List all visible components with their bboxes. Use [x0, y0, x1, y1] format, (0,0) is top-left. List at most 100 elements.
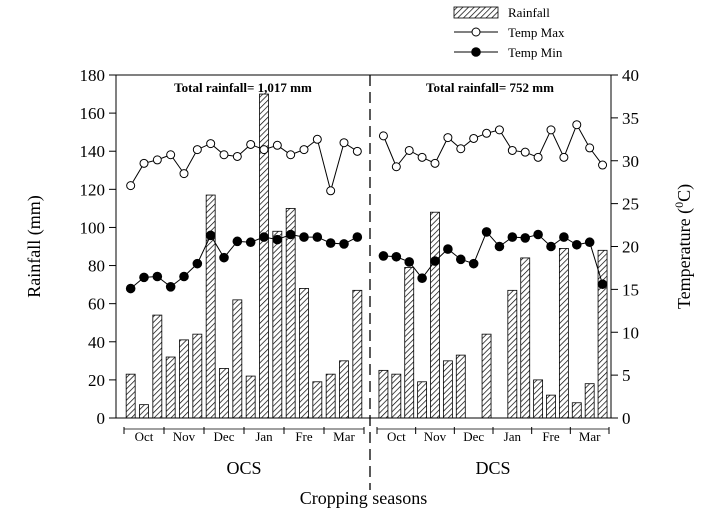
temp-min-point-dcs-5: [443, 244, 453, 254]
temp-max-point-ocs-10: [259, 145, 269, 155]
rainfall-bar-dcs-5: [442, 360, 453, 419]
right-tick-label-40: 40: [622, 66, 639, 85]
temp-min-point-ocs-10: [259, 232, 269, 242]
temp-min-line-dcs: [383, 230, 604, 285]
temp-max-point-dcs-9: [494, 125, 504, 135]
temp-min-point-dcs-10: [507, 232, 518, 242]
temp-max-point-ocs-17: [352, 146, 362, 156]
temp-max-point-ocs-7: [219, 150, 229, 160]
season-label-dcs: DCS: [475, 458, 510, 478]
rainfall-bar-ocs-13: [299, 288, 309, 419]
right-axis-title-superscript: 0: [672, 202, 686, 208]
temp-min-point-dcs-7: [468, 258, 479, 269]
temp-min-point-ocs-17: [352, 232, 363, 242]
temp-min-point-ocs-11: [272, 234, 283, 245]
temp-max-point-dcs-15: [572, 120, 582, 130]
month-label-ocs-0: Oct: [135, 429, 154, 444]
right-tick-label-20: 20: [622, 238, 639, 257]
right-axis-title: Temperature (0C): [672, 184, 695, 309]
temp-max-point-dcs-16: [585, 143, 595, 153]
rainfall-bar-dcs-11: [520, 257, 531, 419]
month-label-dcs-5: Mar: [579, 429, 601, 444]
season-label-ocs: OCS: [226, 458, 261, 478]
temp-min-point-dcs-13: [546, 241, 556, 252]
temp-min-point-dcs-4: [430, 256, 440, 266]
month-label-ocs-5: Mar: [333, 429, 355, 444]
right-tick-label-15: 15: [622, 280, 639, 299]
right-tick-label-30: 30: [622, 152, 639, 171]
temp-min-point-ocs-4: [179, 271, 189, 282]
temp-max-point-dcs-5: [443, 133, 453, 143]
temp-min-point-dcs-9: [494, 241, 505, 252]
rainfall-bar-ocs-9: [245, 375, 256, 419]
temp-max-point-ocs-12: [286, 150, 296, 160]
temp-min-point-ocs-7: [219, 252, 229, 263]
x-axis-title: Cropping seasons: [300, 488, 428, 508]
temp-max-point-dcs-12: [533, 152, 543, 162]
left-tick-label-20: 20: [88, 371, 105, 390]
rainfall-bar-dcs-8: [481, 333, 492, 419]
temp-min-point-ocs-0: [125, 283, 136, 294]
left-tick-label-120: 120: [80, 180, 106, 199]
temp-max-point-ocs-8: [232, 151, 242, 161]
temp-min-point-dcs-11: [520, 233, 531, 243]
temp-min-point-ocs-16: [339, 239, 349, 249]
temp-max-point-dcs-17: [598, 160, 608, 170]
left-tick-label-140: 140: [80, 142, 106, 161]
temp-max-point-ocs-3: [166, 150, 176, 160]
left-tick-label-60: 60: [88, 295, 105, 314]
temp-max-point-ocs-9: [246, 139, 256, 149]
temp-min-point-ocs-12: [285, 229, 296, 240]
rainfall-bar-dcs-2: [404, 267, 415, 419]
temp-min-point-ocs-13: [299, 232, 309, 242]
rainfall-bar-dcs-14: [558, 248, 569, 419]
temp-min-point-dcs-3: [417, 273, 427, 284]
temp-max-point-ocs-11: [272, 140, 282, 150]
temp-max-point-dcs-10: [507, 145, 517, 155]
temp-max-point-ocs-0: [126, 181, 136, 191]
legend-temp-min-marker: [471, 47, 481, 57]
temp-max-point-dcs-3: [417, 152, 427, 162]
rainfall-bar-ocs-0: [125, 373, 136, 419]
temp-max-point-dcs-6: [456, 144, 466, 154]
right-tick-label-25: 25: [622, 195, 639, 214]
rainfall-bar-dcs-15: [571, 402, 582, 419]
temp-max-point-ocs-14: [312, 134, 322, 144]
rainfall-bar-dcs-13: [546, 394, 556, 419]
right-tick-label-10: 10: [622, 323, 639, 342]
left-axis-title: Rainfall (mm): [24, 195, 45, 297]
temp-min-point-ocs-3: [165, 282, 176, 292]
legend-label-2: Temp Min: [508, 45, 563, 60]
temp-min-point-dcs-2: [404, 257, 415, 267]
rainfall-bar-ocs-10: [259, 93, 269, 419]
temp-max-line-dcs: [382, 123, 603, 168]
month-label-ocs-4: Fre: [295, 429, 313, 444]
right-tick-label-0: 0: [622, 409, 631, 428]
temp-max-point-dcs-7: [469, 133, 479, 143]
right-tick-label-5: 5: [622, 366, 631, 385]
rainfall-bar-ocs-5: [192, 333, 203, 419]
temp-min-point-dcs-0: [378, 251, 389, 261]
temp-min-point-ocs-1: [139, 272, 149, 283]
left-tick-label-100: 100: [80, 218, 106, 237]
temp-min-point-dcs-14: [559, 232, 569, 242]
temp-max-point-dcs-8: [482, 128, 492, 138]
right-axis-title-part1: Temperature (: [674, 208, 695, 309]
temp-min-point-ocs-8: [232, 236, 243, 247]
temp-max-point-dcs-0: [378, 131, 388, 141]
legend-label-1: Temp Max: [508, 25, 565, 40]
temp-max-point-ocs-15: [326, 186, 336, 196]
left-tick-label-0: 0: [97, 409, 106, 428]
temp-min-line-ocs: [130, 233, 358, 289]
temp-max-point-dcs-13: [546, 125, 556, 135]
right-axis-title-part2: C): [674, 184, 695, 202]
temp-max-point-ocs-1: [139, 158, 149, 168]
temp-min-point-ocs-5: [192, 258, 203, 269]
month-label-dcs-4: Fre: [542, 429, 560, 444]
rainfall-bar-ocs-2: [152, 314, 163, 419]
rainfall-bar-dcs-1: [391, 373, 402, 419]
rainfall-bar-dcs-0: [378, 369, 389, 419]
left-tick-label-160: 160: [80, 104, 106, 123]
month-label-dcs-1: Nov: [424, 429, 447, 444]
